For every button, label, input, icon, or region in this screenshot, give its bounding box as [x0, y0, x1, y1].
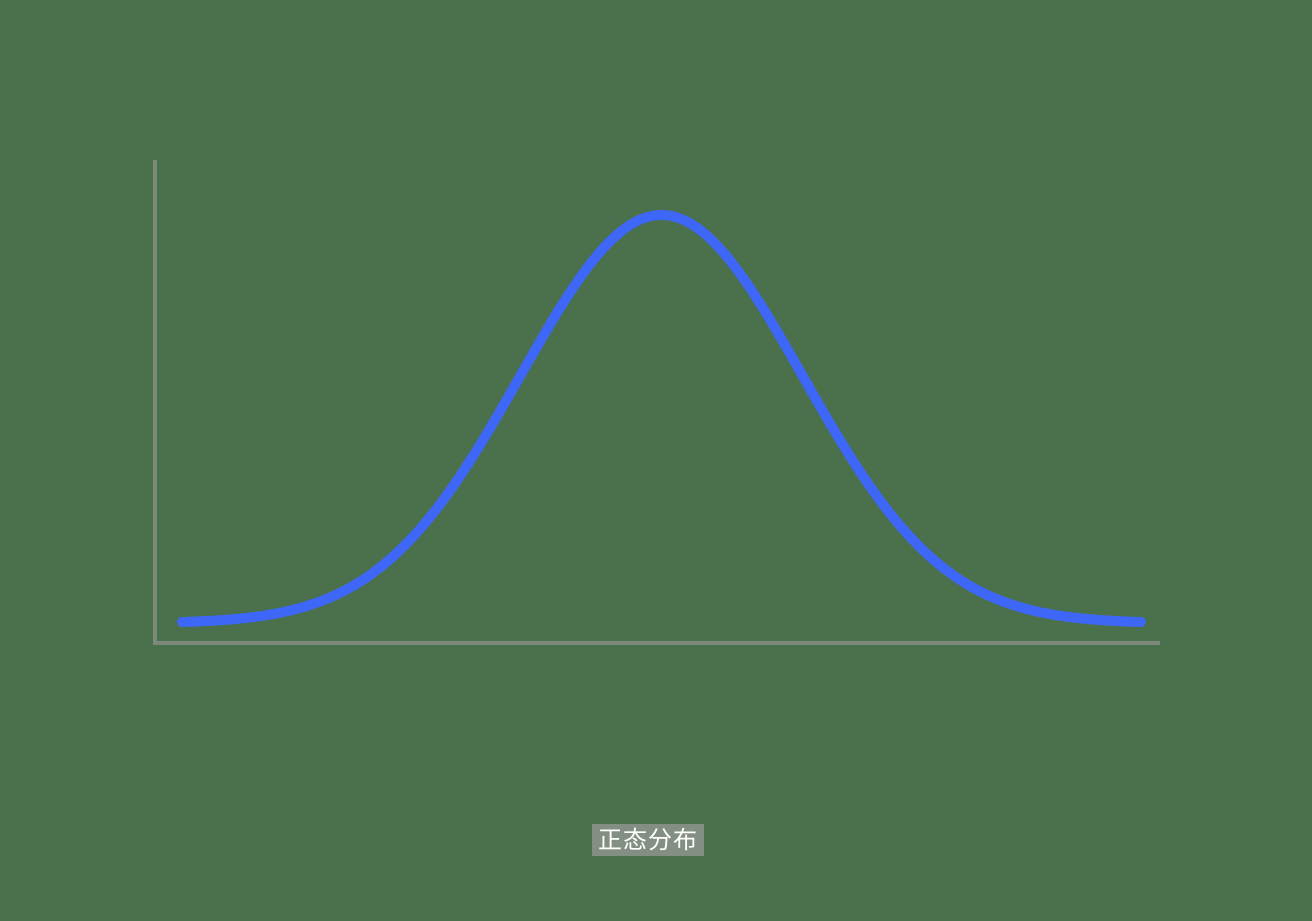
- bell-curve: [177, 210, 1146, 627]
- diagram-caption: 正态分布: [592, 824, 704, 856]
